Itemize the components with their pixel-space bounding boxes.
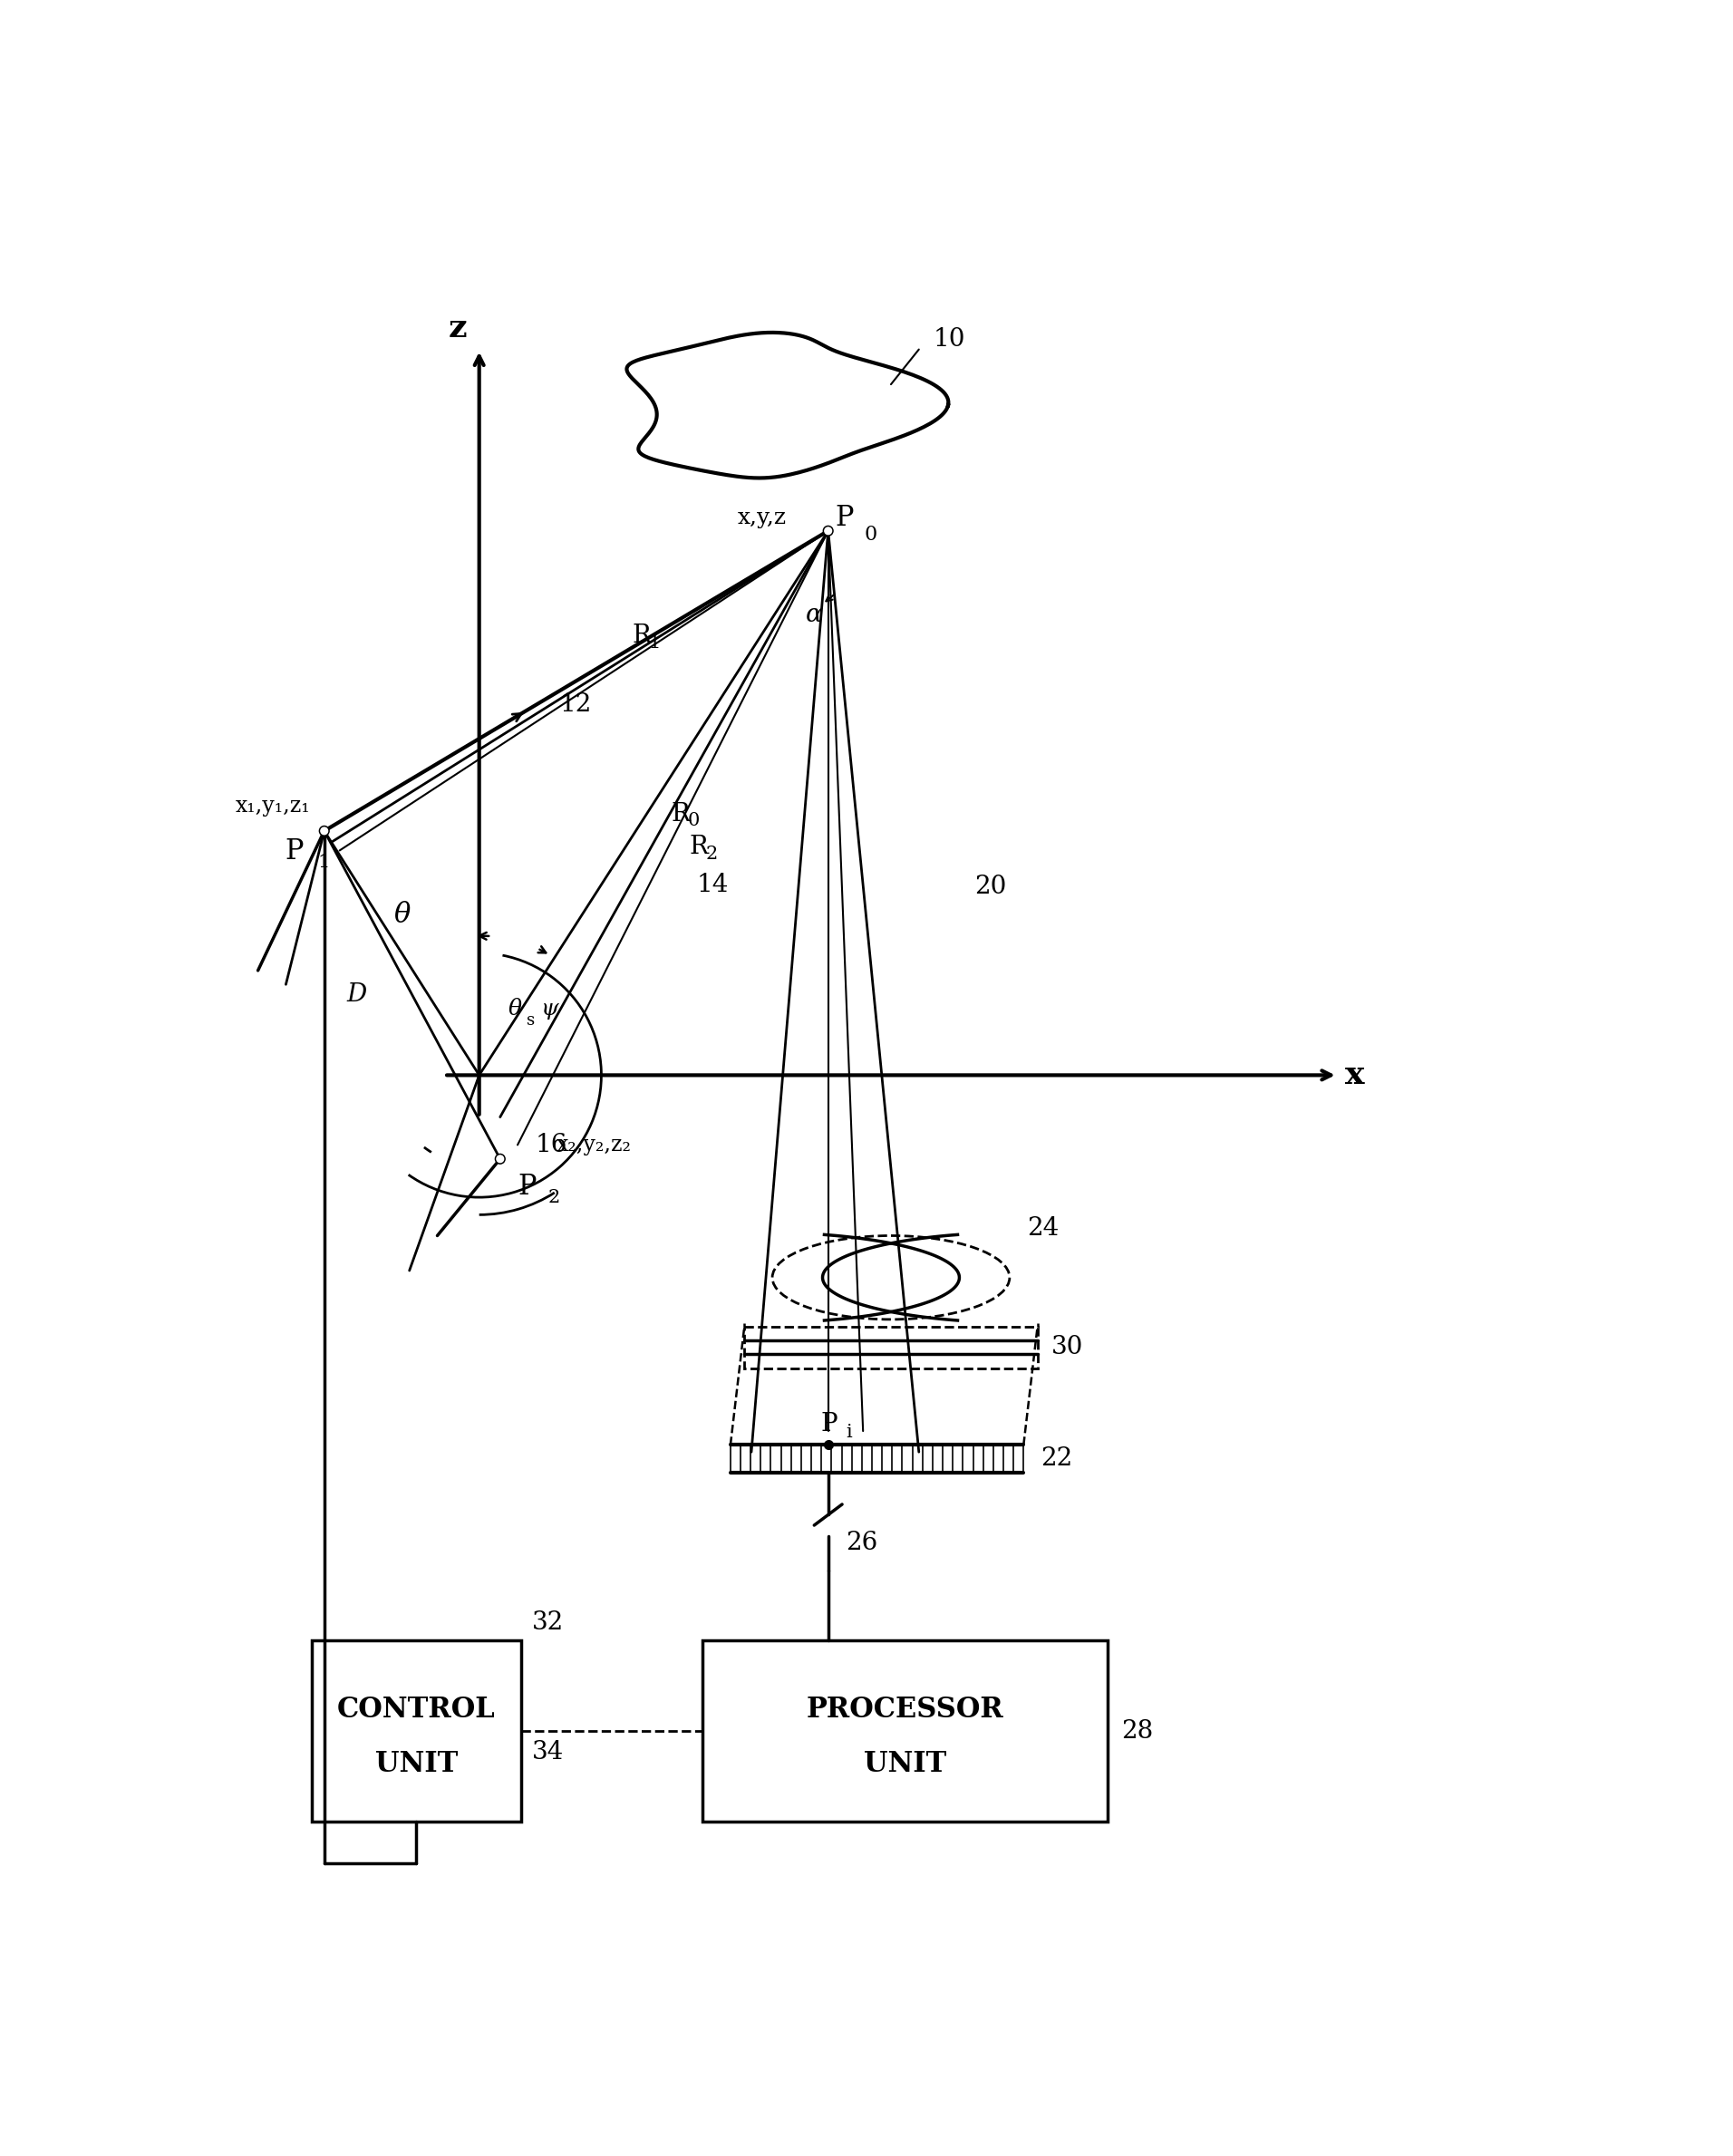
Text: 26: 26 bbox=[846, 1531, 877, 1554]
Text: 16: 16 bbox=[535, 1132, 567, 1158]
Text: UNIT: UNIT bbox=[863, 1751, 946, 1779]
Text: 14: 14 bbox=[697, 873, 728, 897]
Text: x: x bbox=[1345, 1061, 1366, 1091]
Text: z: z bbox=[447, 313, 466, 345]
Text: 1: 1 bbox=[648, 634, 660, 651]
Text: α: α bbox=[806, 602, 823, 627]
Text: 0: 0 bbox=[688, 813, 700, 830]
Text: 34: 34 bbox=[532, 1740, 563, 1764]
Text: 10: 10 bbox=[932, 328, 965, 351]
Text: P: P bbox=[518, 1173, 535, 1201]
Text: 2: 2 bbox=[548, 1188, 560, 1205]
Circle shape bbox=[823, 526, 834, 535]
Circle shape bbox=[319, 826, 329, 837]
Text: UNIT: UNIT bbox=[374, 1751, 458, 1779]
Text: 24: 24 bbox=[1028, 1216, 1059, 1242]
Text: R: R bbox=[671, 802, 690, 826]
Text: i: i bbox=[846, 1423, 851, 1440]
Text: P: P bbox=[821, 1412, 839, 1436]
Text: D: D bbox=[347, 983, 366, 1007]
Bar bbox=[312, 1641, 522, 1822]
Text: CONTROL: CONTROL bbox=[338, 1695, 496, 1723]
Text: 20: 20 bbox=[974, 875, 1007, 899]
Text: θ: θ bbox=[393, 901, 411, 929]
Text: PROCESSOR: PROCESSOR bbox=[806, 1695, 1003, 1723]
Text: P: P bbox=[284, 839, 303, 867]
Text: 22: 22 bbox=[1042, 1447, 1073, 1470]
Text: ψ: ψ bbox=[541, 998, 558, 1020]
Bar bbox=[745, 1326, 1038, 1369]
Text: x₂,y₂,z₂: x₂,y₂,z₂ bbox=[556, 1134, 631, 1156]
Text: 1: 1 bbox=[317, 854, 329, 871]
Text: 30: 30 bbox=[1052, 1335, 1083, 1360]
Text: x₁,y₁,z₁: x₁,y₁,z₁ bbox=[236, 796, 310, 817]
Text: 28: 28 bbox=[1121, 1718, 1152, 1744]
Text: θ: θ bbox=[508, 998, 522, 1020]
Circle shape bbox=[496, 1153, 504, 1164]
Text: 0: 0 bbox=[865, 524, 877, 543]
Circle shape bbox=[321, 828, 328, 834]
Bar bbox=[702, 1641, 1107, 1822]
Circle shape bbox=[825, 528, 832, 535]
Text: 32: 32 bbox=[532, 1611, 563, 1634]
Text: R: R bbox=[633, 623, 652, 649]
Text: R: R bbox=[690, 834, 709, 858]
Text: s: s bbox=[527, 1013, 535, 1028]
Text: 2: 2 bbox=[705, 845, 717, 862]
Text: x,y,z: x,y,z bbox=[737, 509, 787, 528]
Text: P: P bbox=[835, 505, 854, 533]
Circle shape bbox=[497, 1156, 504, 1162]
Text: 12: 12 bbox=[560, 692, 591, 716]
